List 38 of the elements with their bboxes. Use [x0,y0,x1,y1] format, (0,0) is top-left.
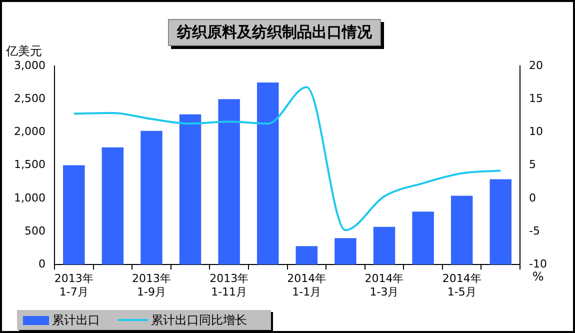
y2-tick-label: 0 [529,191,536,204]
bar [490,179,512,265]
y-tick-label: 1,000 [14,191,46,204]
bar [296,246,318,265]
bar [450,196,473,265]
bar [218,99,240,265]
x-tick-label: 2014年 1-5月 [442,272,482,298]
bar [257,82,279,265]
x-tick-label: 2013年 1-7月 [54,272,94,298]
y-tick-label: 500 [24,224,46,238]
x-tick-label: 2014年 1-1月 [287,272,326,298]
chart-title: 纺织原料及纺织制品出口情况 [168,19,381,46]
bar [334,238,356,265]
y2-tick-label: -10 [529,257,547,270]
y2-tick-label: 5 [529,158,536,172]
y2-tick-label: 10 [529,125,544,138]
y2-tick-label: 15 [529,92,544,105]
y-tick-label: 0 [38,257,46,270]
bar [412,212,434,265]
x-tick-label: 2013年 1-11月 [210,272,249,298]
y2-tick-label: -5 [529,224,540,238]
bar [140,130,162,265]
bar [373,226,396,265]
legend-label: 累计出口 [52,312,100,328]
bar [63,165,85,265]
x-tick-label: 2013年 1-9月 [132,272,171,298]
y2-tick-label: 20 [529,58,544,72]
legend-label: 累计出口同比增长 [151,312,247,328]
y2-axis-title: % [532,270,544,284]
y-tick-label: 2,500 [14,92,46,105]
x-tick-label: 2014年 1-3月 [364,272,404,298]
bar [179,114,202,265]
y-tick-label: 1,500 [14,158,46,172]
y-tick-label: 3,000 [14,58,46,72]
line-series [72,86,502,232]
bar [102,147,124,265]
y-tick-label: 2,000 [14,125,46,138]
y-axis-title: 亿美元 [5,44,42,58]
